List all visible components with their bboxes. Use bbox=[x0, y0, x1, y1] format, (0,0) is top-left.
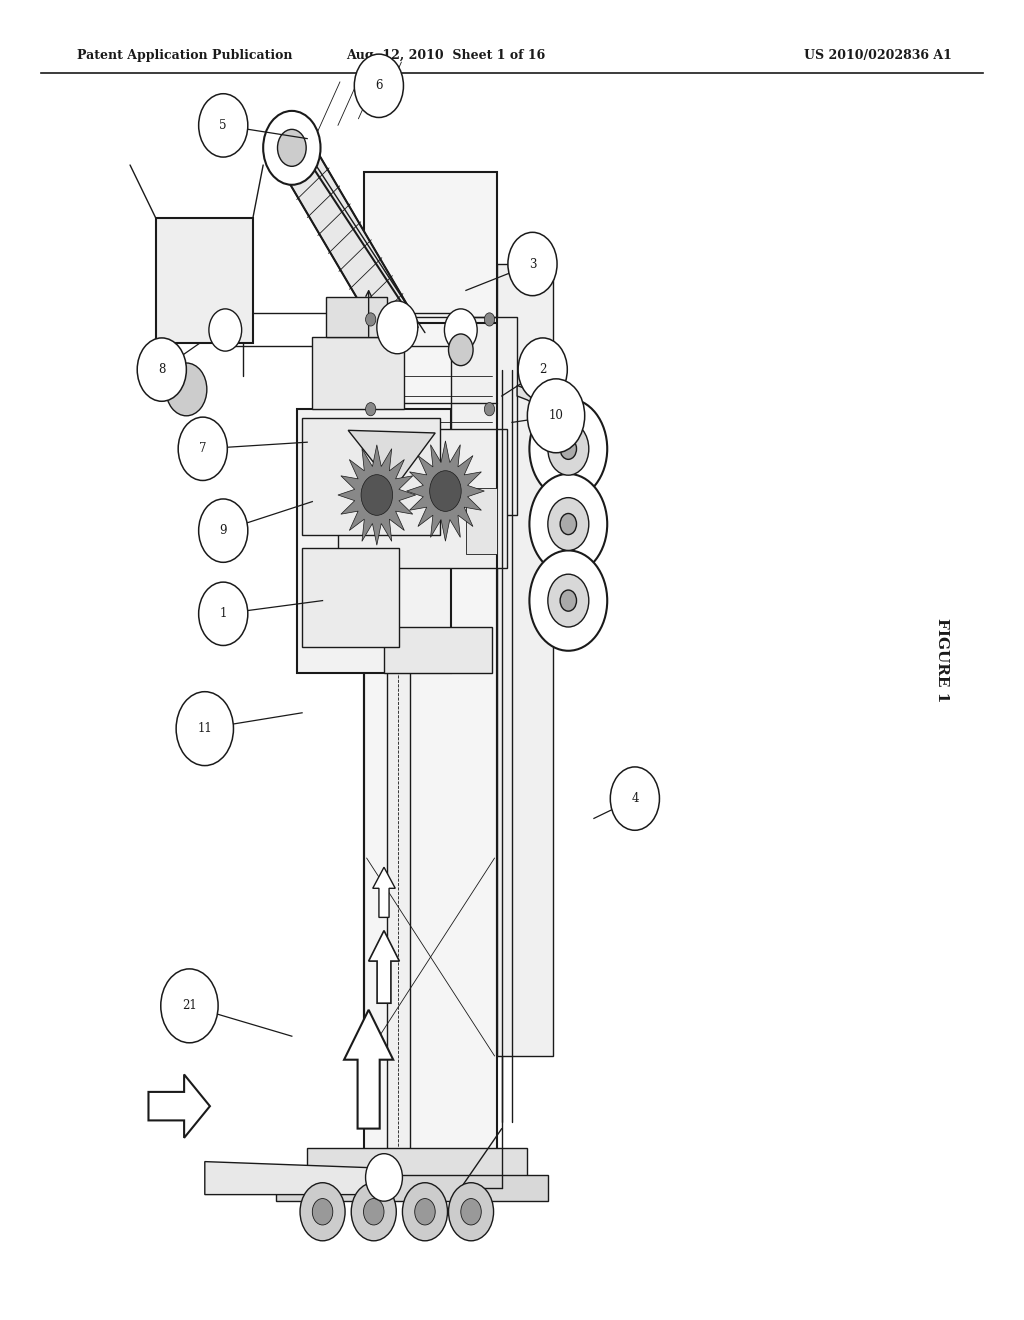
Text: 6: 6 bbox=[375, 79, 383, 92]
Circle shape bbox=[610, 767, 659, 830]
Circle shape bbox=[529, 399, 607, 499]
Polygon shape bbox=[348, 430, 435, 488]
FancyBboxPatch shape bbox=[387, 568, 410, 1168]
Circle shape bbox=[518, 338, 567, 401]
Text: 1: 1 bbox=[219, 607, 227, 620]
Text: 11: 11 bbox=[198, 722, 212, 735]
Polygon shape bbox=[205, 1162, 384, 1195]
FancyBboxPatch shape bbox=[307, 1148, 527, 1188]
Circle shape bbox=[548, 574, 589, 627]
Circle shape bbox=[137, 338, 186, 401]
Circle shape bbox=[461, 1199, 481, 1225]
Text: 7: 7 bbox=[199, 442, 207, 455]
Polygon shape bbox=[373, 867, 395, 917]
Circle shape bbox=[351, 1183, 396, 1241]
FancyBboxPatch shape bbox=[384, 627, 492, 673]
FancyBboxPatch shape bbox=[156, 218, 253, 343]
Text: 5: 5 bbox=[219, 119, 227, 132]
Text: Aug. 12, 2010  Sheet 1 of 16: Aug. 12, 2010 Sheet 1 of 16 bbox=[346, 49, 545, 62]
Circle shape bbox=[484, 313, 495, 326]
Polygon shape bbox=[369, 931, 399, 1003]
Text: 10: 10 bbox=[549, 409, 563, 422]
Circle shape bbox=[560, 513, 577, 535]
Polygon shape bbox=[407, 441, 484, 541]
Text: FIGURE 1: FIGURE 1 bbox=[935, 618, 949, 702]
Circle shape bbox=[263, 111, 321, 185]
Circle shape bbox=[364, 1199, 384, 1225]
FancyBboxPatch shape bbox=[302, 548, 399, 647]
Text: Patent Application Publication: Patent Application Publication bbox=[77, 49, 292, 62]
Polygon shape bbox=[148, 1074, 210, 1138]
Polygon shape bbox=[517, 385, 551, 409]
FancyBboxPatch shape bbox=[326, 297, 387, 337]
Circle shape bbox=[444, 309, 477, 351]
Circle shape bbox=[508, 232, 557, 296]
Text: 8: 8 bbox=[158, 363, 166, 376]
Circle shape bbox=[527, 379, 585, 453]
Circle shape bbox=[484, 403, 495, 416]
Polygon shape bbox=[344, 1010, 393, 1129]
FancyBboxPatch shape bbox=[338, 429, 507, 568]
FancyBboxPatch shape bbox=[466, 488, 497, 554]
Circle shape bbox=[178, 417, 227, 480]
Circle shape bbox=[449, 1183, 494, 1241]
Circle shape bbox=[430, 471, 461, 511]
Circle shape bbox=[366, 1154, 402, 1201]
Circle shape bbox=[199, 582, 248, 645]
FancyBboxPatch shape bbox=[312, 337, 404, 409]
FancyBboxPatch shape bbox=[451, 317, 517, 515]
Circle shape bbox=[300, 1183, 345, 1241]
Circle shape bbox=[199, 499, 248, 562]
Circle shape bbox=[529, 474, 607, 574]
Text: 9: 9 bbox=[219, 524, 227, 537]
Circle shape bbox=[209, 309, 242, 351]
Circle shape bbox=[560, 590, 577, 611]
Circle shape bbox=[449, 334, 473, 366]
Polygon shape bbox=[278, 133, 412, 342]
FancyBboxPatch shape bbox=[276, 1175, 548, 1201]
Circle shape bbox=[560, 438, 577, 459]
Text: US 2010/0202836 A1: US 2010/0202836 A1 bbox=[805, 49, 952, 62]
Circle shape bbox=[548, 498, 589, 550]
Circle shape bbox=[354, 54, 403, 117]
Text: 4: 4 bbox=[631, 792, 639, 805]
Circle shape bbox=[199, 94, 248, 157]
Circle shape bbox=[366, 403, 376, 416]
Circle shape bbox=[529, 550, 607, 651]
Polygon shape bbox=[338, 445, 416, 545]
FancyBboxPatch shape bbox=[497, 264, 553, 1056]
Circle shape bbox=[361, 475, 392, 515]
FancyBboxPatch shape bbox=[364, 172, 497, 1162]
Text: 21: 21 bbox=[182, 999, 197, 1012]
Text: 2: 2 bbox=[539, 363, 547, 376]
Circle shape bbox=[312, 1199, 333, 1225]
Circle shape bbox=[366, 313, 376, 326]
Circle shape bbox=[278, 129, 306, 166]
Text: 3: 3 bbox=[528, 257, 537, 271]
Circle shape bbox=[166, 363, 207, 416]
Circle shape bbox=[548, 422, 589, 475]
Circle shape bbox=[161, 969, 218, 1043]
FancyBboxPatch shape bbox=[297, 409, 451, 673]
FancyBboxPatch shape bbox=[302, 418, 440, 535]
Circle shape bbox=[377, 301, 418, 354]
Circle shape bbox=[402, 1183, 447, 1241]
Circle shape bbox=[415, 1199, 435, 1225]
Circle shape bbox=[176, 692, 233, 766]
